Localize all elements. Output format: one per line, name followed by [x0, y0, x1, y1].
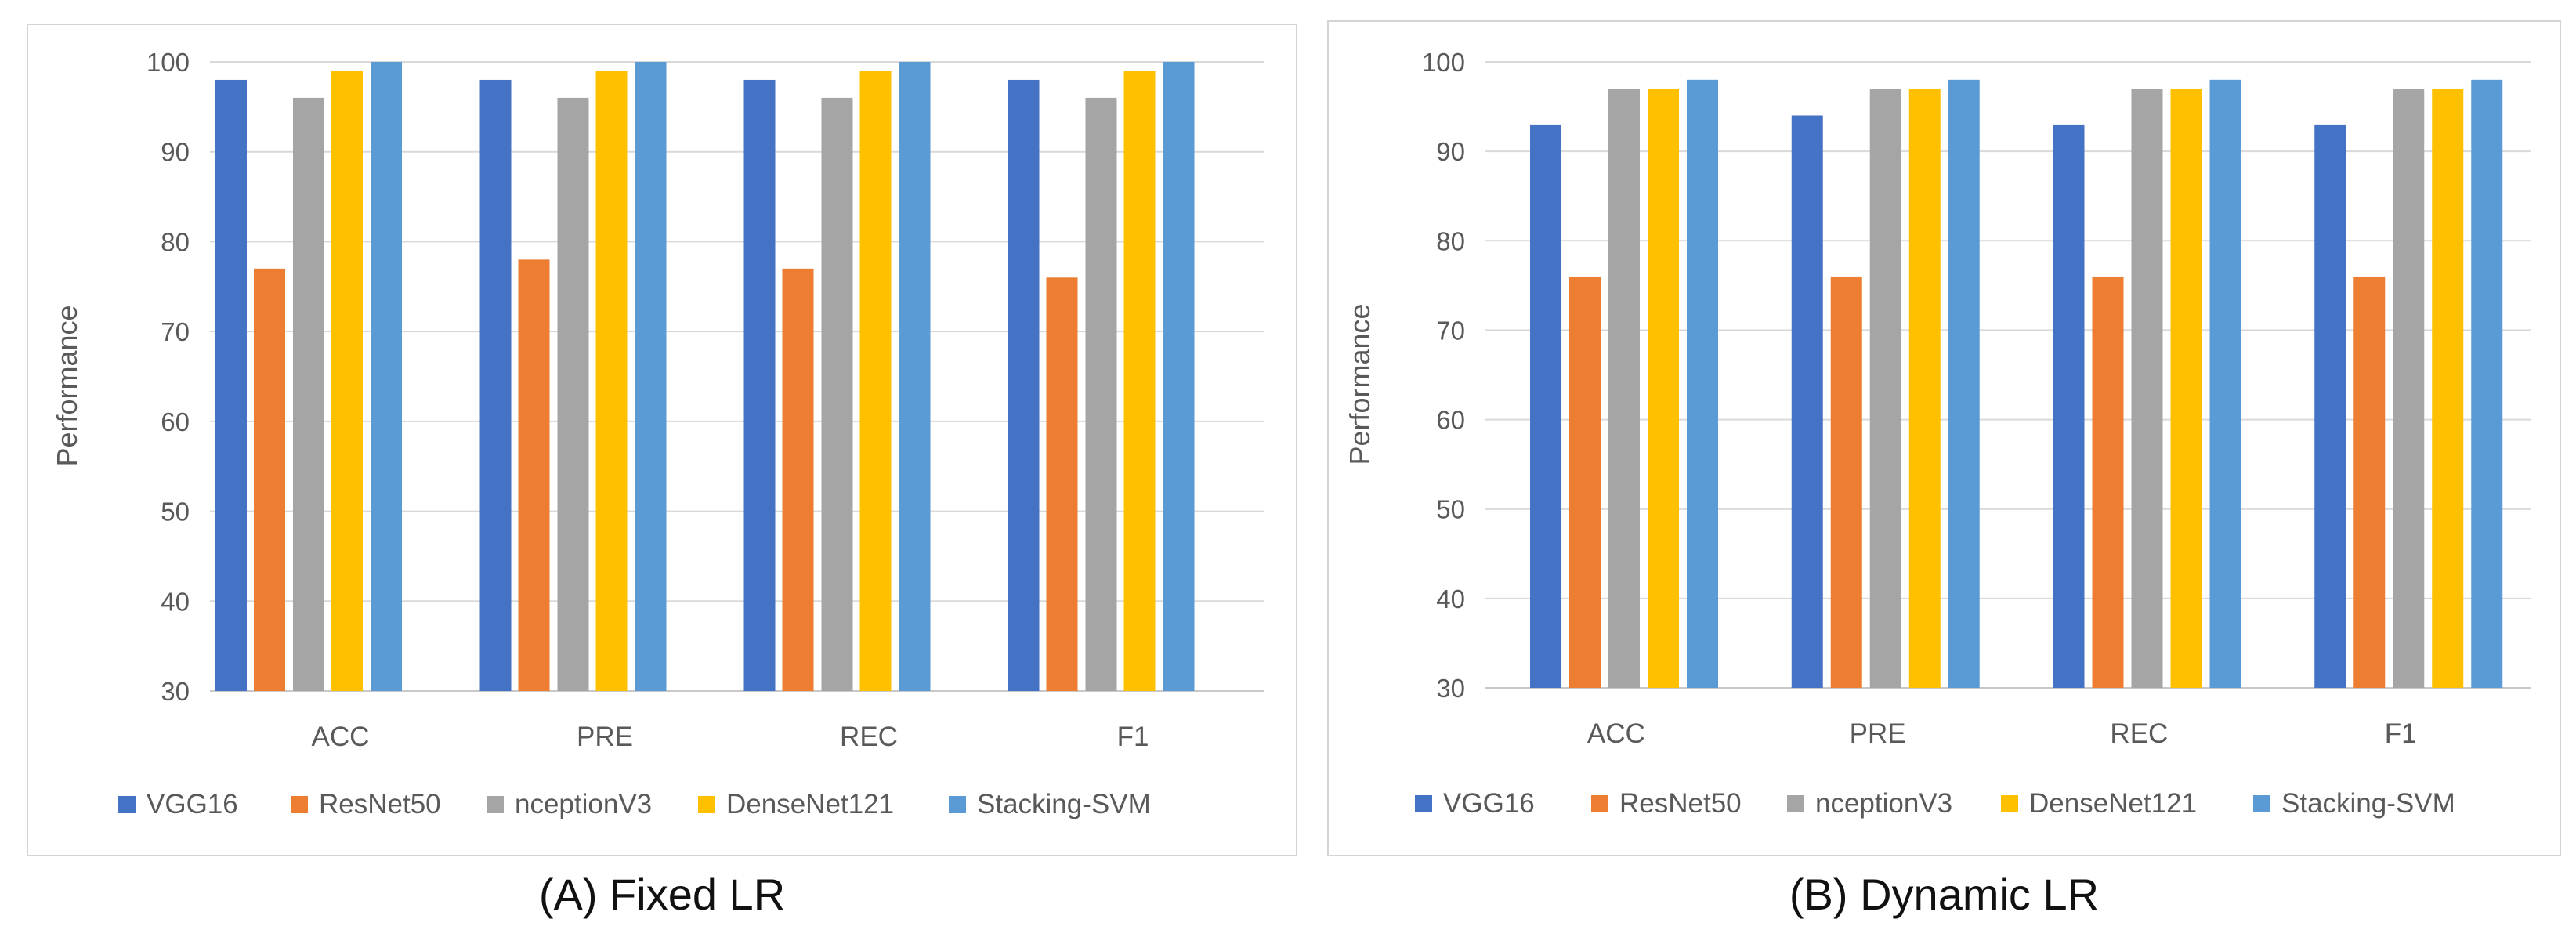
fixed-lr-x-category-label-f1: F1: [1117, 722, 1149, 752]
fixed-lr-bar-pre-vgg16: [479, 79, 512, 691]
dynamic-lr-bar-rec-vgg16: [2053, 124, 2085, 688]
fixed-lr-bar-pre-resnet50: [518, 259, 550, 691]
fixed-lr-legend-swatch-nceptionv3: [487, 796, 504, 813]
fixed-lr-bar-rec-nceptionv3: [821, 97, 853, 691]
fixed-lr-bar-acc-nceptionv3: [293, 97, 324, 691]
fixed-lr-y-tick-label-80: 80: [161, 227, 190, 256]
fixed-lr-legend-swatch-stacking-svm: [949, 796, 966, 813]
fixed-lr-legend-label-densenet121: DenseNet121: [726, 789, 894, 819]
dynamic-lr-y-tick-label-50: 50: [1436, 495, 1465, 524]
dynamic-lr-legend-label-resnet50: ResNet50: [1619, 788, 1742, 819]
dynamic-lr-bar-acc-nceptionv3: [1608, 89, 1640, 688]
fixed-lr-y-tick-label-70: 70: [161, 317, 190, 346]
dynamic-lr-legend-label-densenet121: DenseNet121: [2029, 788, 2197, 819]
dynamic-lr-y-tick-label-100: 100: [1422, 48, 1465, 77]
dynamic-lr-bar-acc-vgg16: [1530, 124, 1561, 688]
fixed-lr-y-tick-label-60: 60: [161, 407, 190, 436]
fixed-lr-y-tick-label-90: 90: [161, 138, 190, 167]
dynamic-lr-bar-rec-stacking-svm: [2209, 79, 2241, 689]
dynamic-lr-bar-f1-stacking-svm: [2471, 79, 2503, 689]
dynamic-lr-bar-f1-nceptionv3: [2393, 89, 2425, 688]
dynamic-lr-legend-swatch-nceptionv3: [1787, 795, 1804, 812]
dynamic-lr-legend-swatch-vgg16: [1415, 795, 1432, 812]
fixed-lr-x-category-label-pre: PRE: [577, 722, 633, 752]
dynamic-lr-x-category-label-pre: PRE: [1850, 718, 1906, 749]
fixed-lr-bar-f1-resnet50: [1046, 277, 1078, 691]
fixed-lr-legend-label-nceptionv3: nceptionV3: [515, 789, 652, 819]
fixed-lr-legend-label-vgg16: VGG16: [147, 789, 238, 819]
dynamic-lr-bar-pre-stacking-svm: [1948, 79, 1980, 689]
fixed-lr-x-category-label-rec: REC: [840, 722, 898, 752]
dynamic-lr-bar-rec-nceptionv3: [2131, 89, 2163, 688]
fixed-lr-legend-swatch-resnet50: [291, 796, 308, 813]
dynamic-lr-bar-f1-densenet121: [2432, 89, 2464, 688]
fixed-lr-bar-f1-nceptionv3: [1085, 97, 1117, 691]
fixed-lr-bar-pre-nceptionv3: [557, 97, 589, 691]
dynamic-lr-bar-rec-densenet121: [2170, 89, 2202, 688]
fixed-lr-bar-rec-stacking-svm: [899, 62, 931, 691]
dynamic-lr-bar-pre-resnet50: [1830, 276, 1862, 688]
fixed-lr-bar-f1-densenet121: [1123, 71, 1156, 691]
dynamic-lr-bar-acc-resnet50: [1569, 276, 1601, 688]
fixed-lr-bar-pre-stacking-svm: [635, 62, 667, 691]
chart-fixed-lr: 30 40 50 60 70 80 90 100 Performance ACC PRE REC F1 V…: [51, 48, 1264, 819]
fixed-lr-bar-rec-densenet121: [859, 71, 892, 691]
fixed-lr-bar-pre-densenet121: [595, 71, 628, 691]
dynamic-lr-x-category-label-rec: REC: [2110, 718, 2168, 749]
chart-dynamic-lr: 30 40 50 60 70 80 90 100 Performance ACC PRE REC F1 V…: [1344, 48, 2531, 819]
chart-panel-fixed-lr: 30 40 50 60 70 80 90 100 Performance ACC PRE REC F1 V…: [27, 24, 1297, 856]
fixed-lr-bar-rec-vgg16: [743, 79, 776, 691]
dynamic-lr-y-tick-label-90: 90: [1436, 137, 1465, 166]
dynamic-lr-bar-pre-vgg16: [1791, 115, 1823, 688]
chart-panel-dynamic-lr: 30 40 50 60 70 80 90 100 Performance ACC PRE REC F1 V…: [1327, 20, 2561, 856]
chart-caption-fixed-lr: (A) Fixed LR: [538, 870, 786, 919]
dynamic-lr-legend-label-stacking-svm: Stacking-SVM: [2281, 788, 2455, 819]
fixed-lr-y-tick-label-40: 40: [161, 587, 190, 616]
fixed-lr-y-tick-label-100: 100: [147, 48, 190, 77]
dynamic-lr-bar-f1-resnet50: [2353, 276, 2386, 688]
dynamic-lr-y-tick-label-30: 30: [1436, 674, 1465, 703]
fixed-lr-bar-acc-densenet121: [331, 71, 363, 691]
fixed-lr-bar-f1-vgg16: [1008, 79, 1040, 691]
fixed-lr-legend-label-resnet50: ResNet50: [319, 789, 441, 819]
dynamic-lr-legend-swatch-resnet50: [1591, 795, 1608, 812]
fixed-lr-bar-acc-vgg16: [215, 79, 247, 691]
fixed-lr-bar-f1-stacking-svm: [1163, 62, 1195, 691]
dynamic-lr-y-tick-label-60: 60: [1436, 406, 1465, 435]
dynamic-lr-legend-label-vgg16: VGG16: [1443, 788, 1535, 819]
dynamic-lr-legend-label-nceptionv3: nceptionV3: [1815, 788, 1952, 819]
fixed-lr-y-tick-label-30: 30: [161, 677, 190, 706]
dynamic-lr-legend-swatch-densenet121: [2001, 795, 2018, 812]
dynamic-lr-y-tick-label-40: 40: [1436, 584, 1465, 613]
dynamic-lr-y-tick-label-70: 70: [1436, 316, 1465, 345]
fixed-lr-legend-label-stacking-svm: Stacking-SVM: [977, 789, 1151, 819]
fixed-lr-y-tick-label-50: 50: [161, 497, 190, 526]
dynamic-lr-x-category-label-f1: F1: [2385, 718, 2417, 749]
fixed-lr-y-axis-title: Performance: [51, 305, 83, 466]
fixed-lr-bar-acc-resnet50: [254, 268, 285, 691]
dynamic-lr-bar-acc-densenet121: [1648, 89, 1679, 688]
dynamic-lr-y-axis-title: Performance: [1344, 303, 1376, 465]
dynamic-lr-x-category-label-acc: ACC: [1587, 718, 1645, 749]
dynamic-lr-bar-pre-densenet121: [1908, 89, 1941, 688]
fixed-lr-legend-swatch-densenet121: [698, 796, 715, 813]
fixed-lr-bar-acc-stacking-svm: [371, 62, 402, 691]
chart-caption-dynamic-lr: (B) Dynamic LR: [1789, 870, 2100, 919]
dynamic-lr-bar-pre-nceptionv3: [1869, 89, 1901, 688]
dynamic-lr-bar-f1-vgg16: [2314, 124, 2346, 688]
dynamic-lr-bar-acc-stacking-svm: [1687, 79, 1718, 689]
fixed-lr-legend-swatch-vgg16: [118, 796, 136, 813]
dynamic-lr-legend-swatch-stacking-svm: [2253, 795, 2270, 812]
dynamic-lr-bar-rec-resnet50: [2092, 276, 2124, 688]
fixed-lr-bar-rec-resnet50: [782, 268, 814, 691]
fixed-lr-x-category-label-acc: ACC: [312, 722, 370, 752]
dynamic-lr-y-tick-label-80: 80: [1436, 226, 1465, 255]
